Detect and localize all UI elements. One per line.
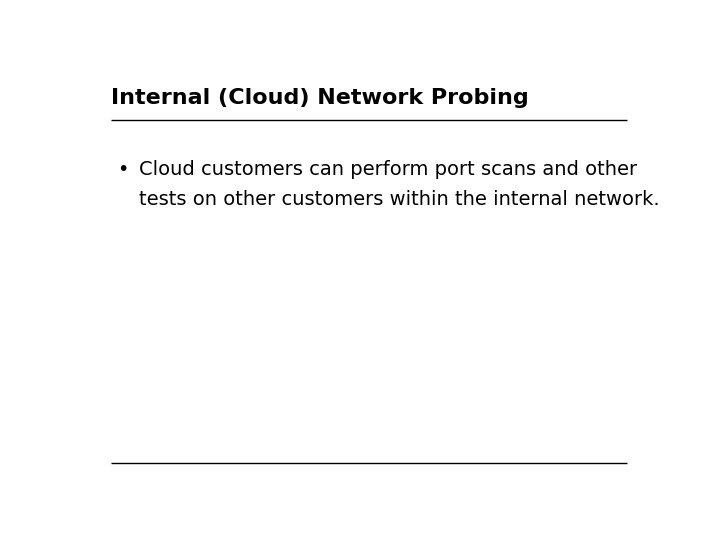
Text: tests on other customers within the internal network.: tests on other customers within the inte…: [139, 191, 660, 210]
Text: Cloud customers can perform port scans and other: Cloud customers can perform port scans a…: [139, 160, 637, 179]
Text: •: •: [117, 160, 128, 179]
Text: Internal (Cloud) Network Probing: Internal (Cloud) Network Probing: [111, 87, 529, 107]
